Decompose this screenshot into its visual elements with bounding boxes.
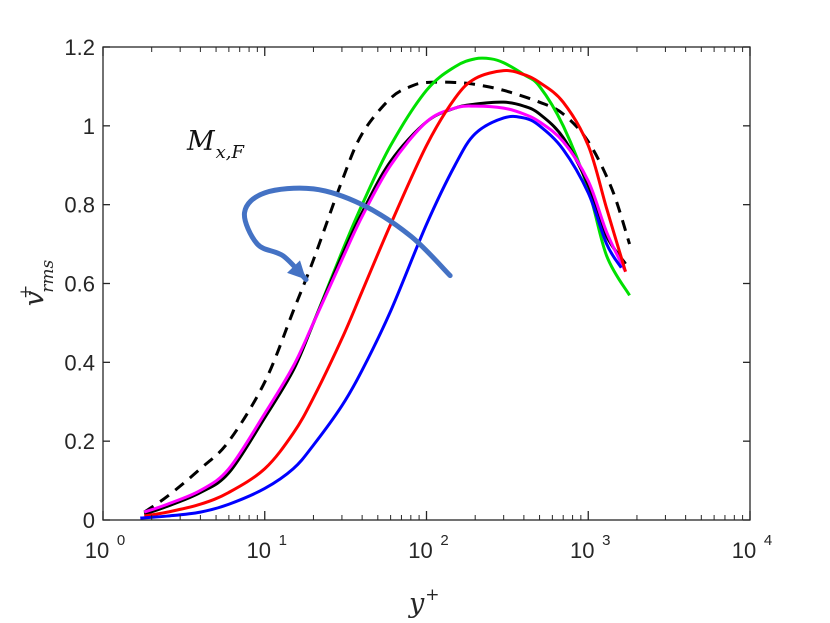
y-axis-label: v+ rms [16,259,58,306]
ticks-layer: 0 0.2 0.4 0.6 0.8 1 1.2 10 0 10 1 10 2 10 3 10 4 [64,35,772,563]
plot-area [103,47,750,520]
series-dashed-line [143,80,631,514]
y-tick-label-0: 0 [83,508,95,533]
x-axis-label: y+ [408,585,440,619]
x-tick-exp-2: 2 [440,532,448,549]
y-tick-label-4: 0.8 [64,193,95,218]
x-tick-label-2: 10 [408,538,432,563]
y-tick-label-3: 0.6 [64,272,95,297]
y-tick-label-6: 1.2 [64,35,95,60]
arrow-layer [241,185,453,283]
x-tick-label-0: 10 [85,538,109,563]
plot-frame [102,46,751,521]
arrow-head [287,260,307,280]
x-tick-exp-4: 4 [764,532,772,549]
x-tick-exp-3: 3 [602,532,610,549]
y-tick-label-5: 1 [83,114,95,139]
svg-text:v+rms: v+ rms [16,259,58,306]
series-layer [140,56,631,520]
x-tick-label-3: 10 [570,538,594,563]
y-tick-label-1: 0.2 [64,429,95,454]
x-tick-label-1: 10 [247,538,271,563]
series-red-line [144,69,627,518]
x-tick-exp-0: 0 [117,532,125,549]
annotation: Mx,F [186,126,246,163]
x-tick-label-4: 10 [732,538,756,563]
y-tick-label-2: 0.4 [64,350,95,375]
x-tick-exp-1: 1 [279,532,287,549]
series-magenta-line [143,104,627,514]
arrow-curve [241,185,453,283]
series-blue-line [140,114,623,520]
